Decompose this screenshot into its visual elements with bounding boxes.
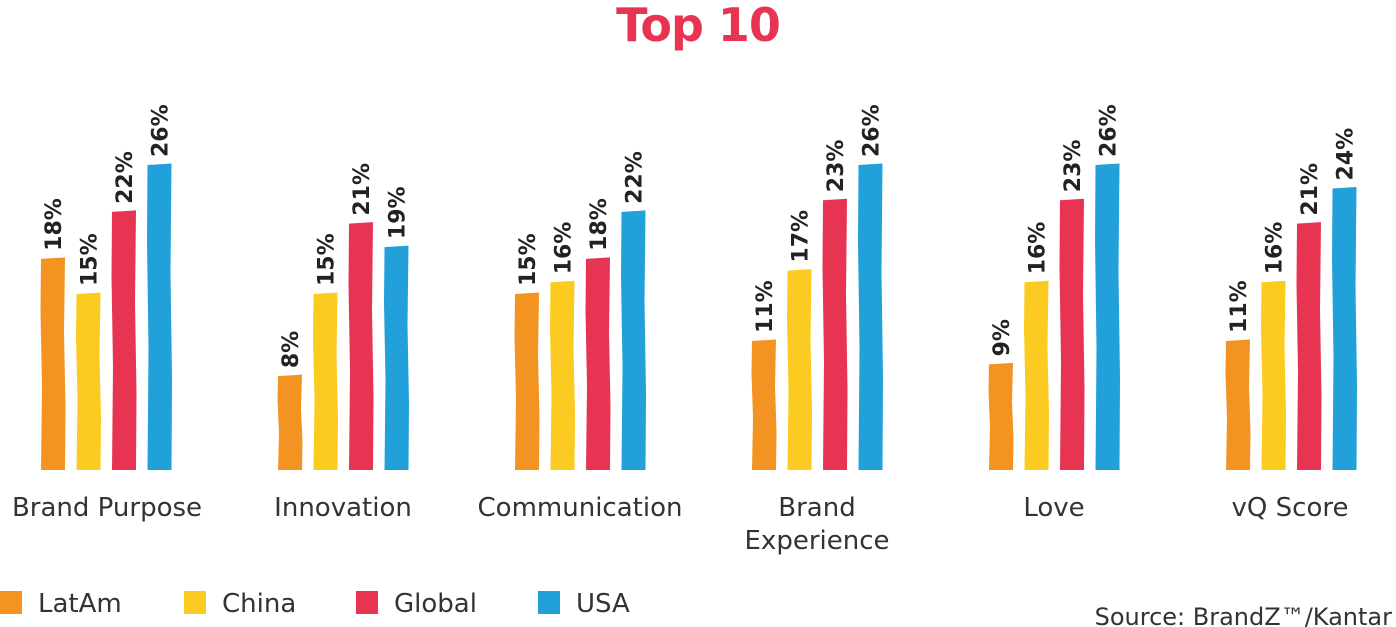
value-label-brand-purpose-latam: 18% [42, 198, 67, 251]
bar-brand-purpose-china [76, 292, 101, 470]
category-label-innovation: Innovation [274, 493, 412, 523]
value-label-love-china: 16% [1026, 222, 1051, 275]
bars-layer [40, 163, 1357, 470]
bar-vq-score-global [1296, 222, 1322, 470]
bar-communication-china [550, 280, 575, 470]
bar-love-latam [988, 362, 1014, 470]
bar-brand-experience-global [822, 198, 848, 470]
bar-innovation-china [313, 292, 338, 470]
bar-communication-latam [514, 292, 540, 470]
value-label-vq-score-usa: 24% [1334, 128, 1359, 181]
legend-label-latam: LatAm [38, 589, 122, 619]
bar-brand-experience-usa [858, 163, 883, 470]
bar-brand-experience-latam [751, 339, 777, 470]
bar-brand-purpose-global [111, 210, 137, 470]
bar-vq-score-latam [1225, 339, 1251, 470]
value-label-brand-experience-global: 23% [824, 140, 849, 193]
value-label-brand-purpose-usa: 26% [149, 104, 174, 157]
value-label-vq-score-global: 21% [1298, 163, 1323, 216]
value-label-love-global: 23% [1061, 140, 1086, 193]
legend-label-china: China [222, 589, 296, 619]
bar-brand-experience-china [787, 269, 812, 470]
value-label-vq-score-latam: 11% [1227, 280, 1252, 333]
bar-innovation-latam [277, 374, 303, 470]
value-label-innovation-latam: 8% [279, 331, 304, 368]
legend-label-global: Global [394, 589, 477, 619]
bar-love-usa [1095, 163, 1120, 470]
value-label-love-latam: 9% [990, 319, 1015, 356]
value-label-brand-experience-china: 17% [789, 210, 814, 263]
chart-title: Top 10 [616, 0, 780, 52]
value-label-innovation-global: 21% [350, 163, 375, 216]
legend-swatch-china [184, 591, 206, 614]
value-label-innovation-china: 15% [315, 233, 340, 286]
bar-communication-global [585, 257, 611, 470]
category-label-vq-score: vQ Score [1232, 493, 1349, 523]
legend-label-usa: USA [576, 589, 630, 619]
value-label-communication-latam: 15% [516, 233, 541, 286]
category-label-love: Love [1023, 493, 1084, 523]
bar-innovation-global [348, 222, 374, 470]
value-labels-layer: 18% 15% 22% 26% 8% 15% 21% 19% 15% 16% 18% 22% 11% 17… [42, 104, 1359, 368]
source-note: Source: BrandZ™/Kantar [1095, 603, 1393, 627]
category-label-brand-experience: Brand Experience [745, 493, 890, 556]
value-label-brand-experience-usa: 26% [860, 104, 885, 157]
bar-love-china [1024, 280, 1049, 470]
bar-innovation-usa [384, 245, 409, 470]
value-label-love-usa: 26% [1097, 104, 1122, 157]
value-label-brand-purpose-global: 22% [113, 151, 138, 204]
value-label-vq-score-china: 16% [1263, 222, 1288, 275]
legend: LatAm China Global USA [0, 589, 630, 619]
value-label-communication-global: 18% [587, 198, 612, 251]
bar-vq-score-usa [1332, 186, 1357, 470]
value-label-communication-usa: 22% [623, 151, 648, 204]
category-label-communication: Communication [478, 493, 683, 523]
category-labels-layer: Brand Purpose Innovation Communication Bran… [12, 493, 1349, 556]
legend-swatch-global [356, 591, 378, 614]
bar-love-global [1059, 198, 1085, 470]
bar-communication-usa [621, 210, 646, 470]
value-label-brand-experience-latam: 11% [753, 280, 778, 333]
legend-swatch-usa [538, 591, 560, 614]
value-label-communication-china: 16% [552, 222, 577, 275]
category-label-brand-purpose: Brand Purpose [12, 493, 202, 523]
value-label-brand-purpose-china: 15% [78, 233, 103, 286]
bar-vq-score-china [1261, 280, 1286, 470]
bar-brand-purpose-usa [147, 163, 172, 470]
value-label-innovation-usa: 19% [386, 186, 411, 239]
legend-swatch-latam [0, 591, 22, 614]
bar-brand-purpose-latam [40, 257, 66, 470]
